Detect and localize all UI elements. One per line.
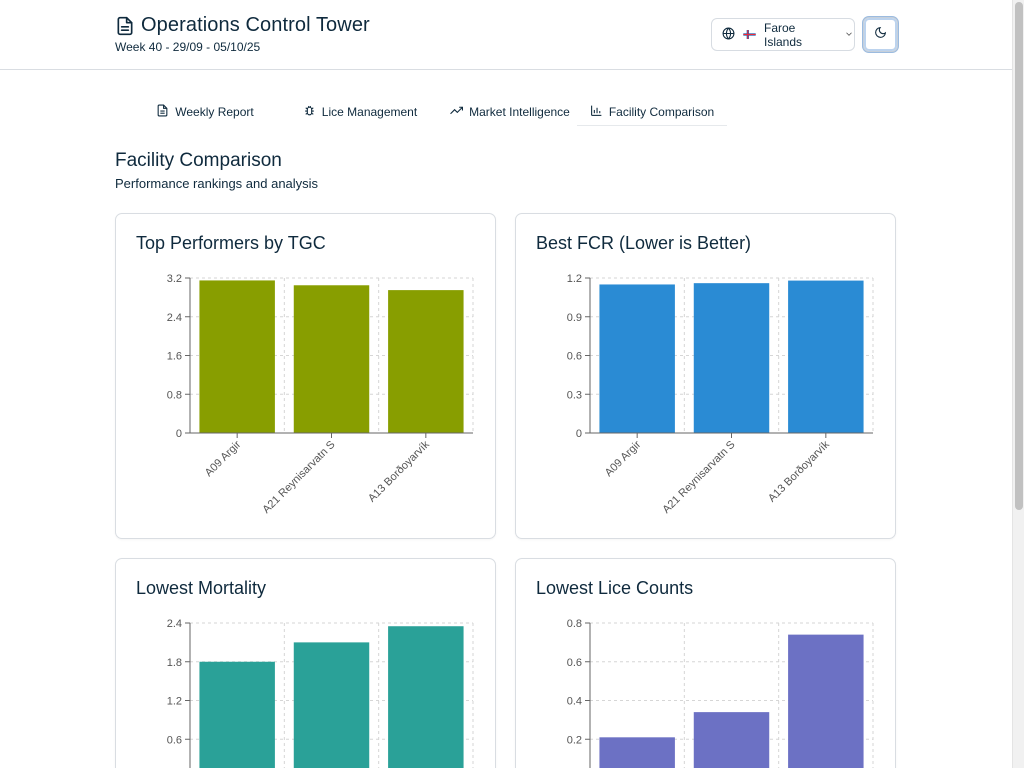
bar[interactable] <box>788 280 864 433</box>
section-title: Facility Comparison <box>115 150 282 171</box>
tab-bar: Weekly Report Lice Management Market Int… <box>115 98 735 128</box>
tab-label: Facility Comparison <box>608 104 715 119</box>
plot-area: 0 0.3 0.6 0.9 1.2 A09 Argir A21 Reynisarvatn S… <box>567 273 874 516</box>
tab-label: Weekly Report <box>175 105 254 119</box>
bar[interactable] <box>293 642 370 768</box>
tab-label: Market Intelligence <box>469 105 570 119</box>
tab-market-intelligence[interactable]: Market Intelligence <box>435 98 585 126</box>
bar[interactable] <box>199 661 275 768</box>
lice-chart: 00.20.40.60.8 <box>567 618 874 768</box>
fcr-chart: 0 0.3 0.6 0.9 1.2 A09 Argir A21 Reynisarvatn S… <box>567 273 874 516</box>
x-tick-label: A09 Argir <box>603 438 644 479</box>
faroe-flag-icon <box>743 28 756 42</box>
y-tick-label: 2.4 <box>167 618 182 630</box>
tgc-chart: 0 0.8 1.6 2.4 3.2 A09 Argir A21 Reynisarvatn S… <box>167 273 474 516</box>
y-tick-label: 0.6 <box>567 351 582 363</box>
week-range: Week 40 - 29/09 - 05/10/25 <box>115 40 261 54</box>
y-tick-label: 0.6 <box>167 734 182 746</box>
vertical-scrollbar[interactable] <box>1012 0 1024 768</box>
y-tick-label: 1.2 <box>167 696 182 708</box>
moon-icon <box>874 26 887 44</box>
app-header: Operations Control Tower Week 40 - 29/09… <box>0 0 1012 70</box>
plot-area: 00.61.21.82.4 <box>167 618 474 768</box>
bar[interactable] <box>599 284 675 433</box>
x-tick-label: A13 Borðoyarvík <box>366 438 432 504</box>
chart-title: Best FCR (Lower is Better) <box>536 233 752 253</box>
x-tick-label: A21 Reynisarvatn S <box>660 439 737 516</box>
tab-label: Lice Management <box>321 105 418 119</box>
document-icon <box>156 104 169 120</box>
x-tick-label: A09 Argir <box>203 438 244 479</box>
trending-up-icon <box>450 104 464 120</box>
chart-title: Top Performers by TGC <box>136 233 326 253</box>
y-tick-label: 1.2 <box>567 273 582 285</box>
bug-icon <box>303 104 316 120</box>
chevron-down-icon <box>844 28 854 42</box>
y-tick-label: 0.9 <box>567 312 582 324</box>
chart-card-fcr: Best FCR (Lower is Better) 0 0.3 0.6 0.9 1.2… <box>515 213 896 539</box>
scrollbar-thumb[interactable] <box>1015 2 1023 510</box>
document-icon <box>115 16 135 36</box>
y-tick-label: 0.8 <box>167 389 182 401</box>
y-tick-label: 2.4 <box>167 312 182 324</box>
globe-icon <box>722 27 735 43</box>
y-tick-label: 1.6 <box>167 351 182 363</box>
bar[interactable] <box>388 290 464 433</box>
x-tick-label: A13 Borðoyarvík <box>766 438 832 504</box>
plot-area: 0 0.8 1.6 2.4 3.2 A09 Argir A21 Reynisarvatn S… <box>167 273 474 516</box>
region-select[interactable]: Faroe Islands <box>711 18 855 51</box>
plot-area: 00.20.40.60.8 <box>567 618 874 768</box>
chart-card-mortality: Lowest Mortality 00.61.21.82.4 <box>115 558 496 768</box>
y-tick-label: 0.8 <box>567 618 582 630</box>
tab-facility-comparison[interactable]: Facility Comparison <box>577 98 727 126</box>
bar[interactable] <box>788 634 864 768</box>
bar[interactable] <box>388 626 464 768</box>
y-tick-label: 1.8 <box>167 657 182 669</box>
y-tick-label: 3.2 <box>167 273 182 285</box>
chart-card-lice: Lowest Lice Counts 00.20.40.60.8 <box>515 558 896 768</box>
y-tick-label: 0.2 <box>567 734 582 746</box>
tab-weekly-report[interactable]: Weekly Report <box>135 98 275 126</box>
chart-card-tgc: Top Performers by TGC 0 0.8 1.6 2.4 3.2 A09 A… <box>115 213 496 539</box>
y-tick-label: 0 <box>176 428 182 440</box>
bar[interactable] <box>199 280 275 433</box>
bar[interactable] <box>599 737 675 768</box>
tab-lice-management[interactable]: Lice Management <box>285 98 435 126</box>
y-tick-label: 0 <box>576 428 582 440</box>
bar-chart-icon <box>590 104 603 120</box>
title-row: Operations Control Tower <box>115 14 370 37</box>
x-tick-label: A21 Reynisarvatn S <box>260 439 337 516</box>
y-tick-label: 0.6 <box>567 657 582 669</box>
app-title: Operations Control Tower <box>141 14 370 36</box>
bar[interactable] <box>293 285 370 433</box>
y-tick-label: 0.4 <box>567 696 582 708</box>
mortality-chart: 00.61.21.82.4 <box>167 618 474 768</box>
y-tick-label: 0.3 <box>567 389 582 401</box>
chart-title: Lowest Mortality <box>136 578 267 598</box>
bar[interactable] <box>693 283 770 433</box>
chart-title: Lowest Lice Counts <box>536 578 694 598</box>
bar[interactable] <box>693 712 770 768</box>
section-subtitle: Performance rankings and analysis <box>115 176 319 191</box>
theme-toggle-button[interactable] <box>863 17 898 52</box>
region-label: Faroe Islands <box>764 20 803 49</box>
